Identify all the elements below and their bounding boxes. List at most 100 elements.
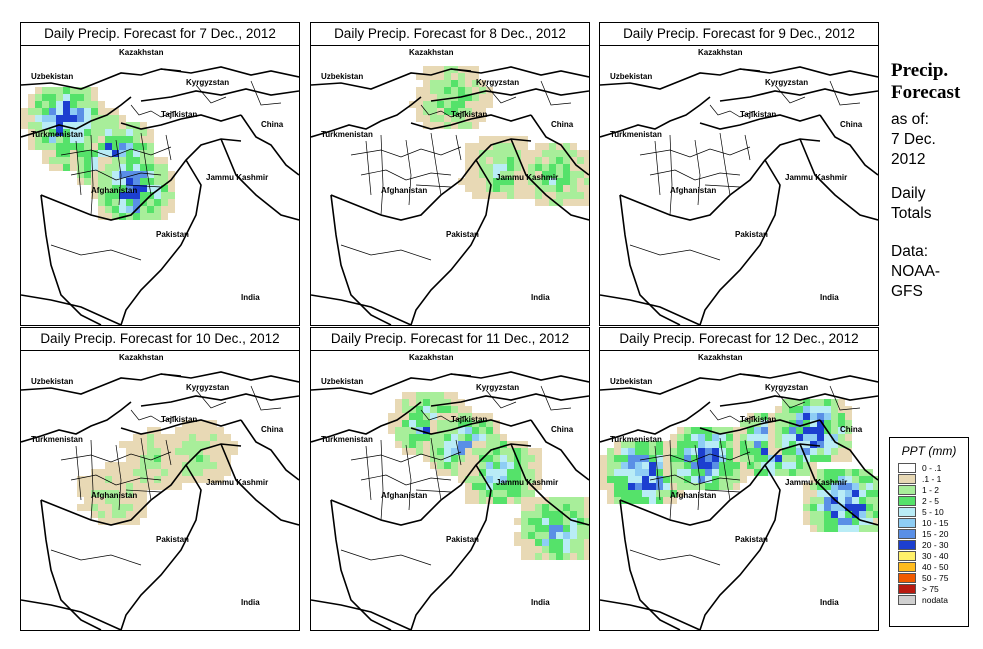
precip-cell [684,448,691,455]
precip-cell [395,434,402,441]
precip-cell [635,483,642,490]
precip-cell [423,420,430,427]
precip-cell [747,427,754,434]
precip-cell [852,476,859,483]
precip-cell [465,73,472,80]
precip-cell [733,441,740,448]
precip-cell [70,143,77,150]
precip-cell [458,455,465,462]
legend-swatch [898,484,916,495]
precip-cell [423,115,430,122]
precip-cell [838,483,845,490]
precip-cell [133,483,140,490]
precip-cell [63,108,70,115]
province-boundary [140,132,152,196]
precip-cell [133,462,140,469]
province-boundary [709,409,756,423]
precip-cell [430,399,437,406]
precip-cell [852,490,859,497]
province-boundary [669,439,673,521]
precip-cell [119,192,126,199]
precip-cell [49,136,56,143]
precip-cell [810,406,817,413]
precip-cell [493,490,500,497]
precip-cell [500,150,507,157]
precip-cell [691,427,698,434]
precip-cell [810,525,817,532]
precip-cell [614,469,621,476]
precip-cell [740,462,747,469]
country-border [600,294,701,325]
precip-cell [430,434,437,441]
precip-cell [84,101,91,108]
precip-cell [49,143,56,150]
precip-cell [556,511,563,518]
map-panel-8-dec: Daily Precip. Forecast for 8 Dec., 2012 … [310,22,590,326]
precip-cell [56,101,63,108]
precip-map: Kazakhstan Uzbekistan Kyrgyzstan Tajikistan… [21,350,299,630]
precip-cell [423,101,430,108]
precip-cell [42,157,49,164]
precip-cell [528,490,535,497]
precip-cell [175,462,182,469]
precip-cell [472,164,479,171]
precip-cell [49,87,56,94]
precip-cell [203,427,210,434]
precip-cell [147,136,154,143]
precip-cell [775,420,782,427]
precip-cell [535,143,542,150]
precip-cell [189,469,196,476]
precip-cell [168,476,175,483]
precip-cell [409,434,416,441]
precip-cell [458,80,465,87]
map-panel-12-dec: Daily Precip. Forecast for 12 Dec., 2012… [599,327,879,631]
precip-cell [98,504,105,511]
precip-cell [556,178,563,185]
precip-cell [451,462,458,469]
precip-cell [698,476,705,483]
country-border [699,464,781,630]
province-boundary [60,146,172,158]
precip-cell [684,462,691,469]
province-boundary [130,409,177,423]
panel-title: Daily Precip. Forecast for 7 Dec., 2012 [21,23,299,46]
precip-cell [479,143,486,150]
precip-cell [430,427,437,434]
precip-cell [514,462,521,469]
precip-cell [845,497,852,504]
precip-cell [133,185,140,192]
precip-cell [479,420,486,427]
precip-cell [35,101,42,108]
precip-cell [444,441,451,448]
precip-cell [747,469,754,476]
precip-cell [486,434,493,441]
precip-cell [84,122,91,129]
precip-cell [189,441,196,448]
province-boundary [340,549,432,566]
precip-cell [91,490,98,497]
precip-cell [535,476,542,483]
precip-cell [649,462,656,469]
country-label-kyrgyzstan: Kyrgyzstan [186,383,229,392]
precip-cell [810,455,817,462]
precip-cell [140,511,147,518]
precip-cell [521,150,528,157]
precip-cell [649,483,656,490]
precip-cell [472,476,479,483]
precip-cell [521,448,528,455]
precip-cell [168,434,175,441]
precip-cell [514,518,521,525]
precip-cell [824,518,831,525]
precip-cell [817,413,824,420]
precip-cell [175,476,182,483]
map-svg: KazakhstanUzbekistanKyrgyzstanTajikistan… [311,48,589,325]
precip-cell [472,192,479,199]
precip-cell [175,469,182,476]
province-boundary [629,244,721,261]
precip-cell [810,441,817,448]
precip-cell [656,483,663,490]
precip-cell [444,448,451,455]
precip-cell [437,462,444,469]
precip-cell [803,427,810,434]
precip-cell [63,115,70,122]
